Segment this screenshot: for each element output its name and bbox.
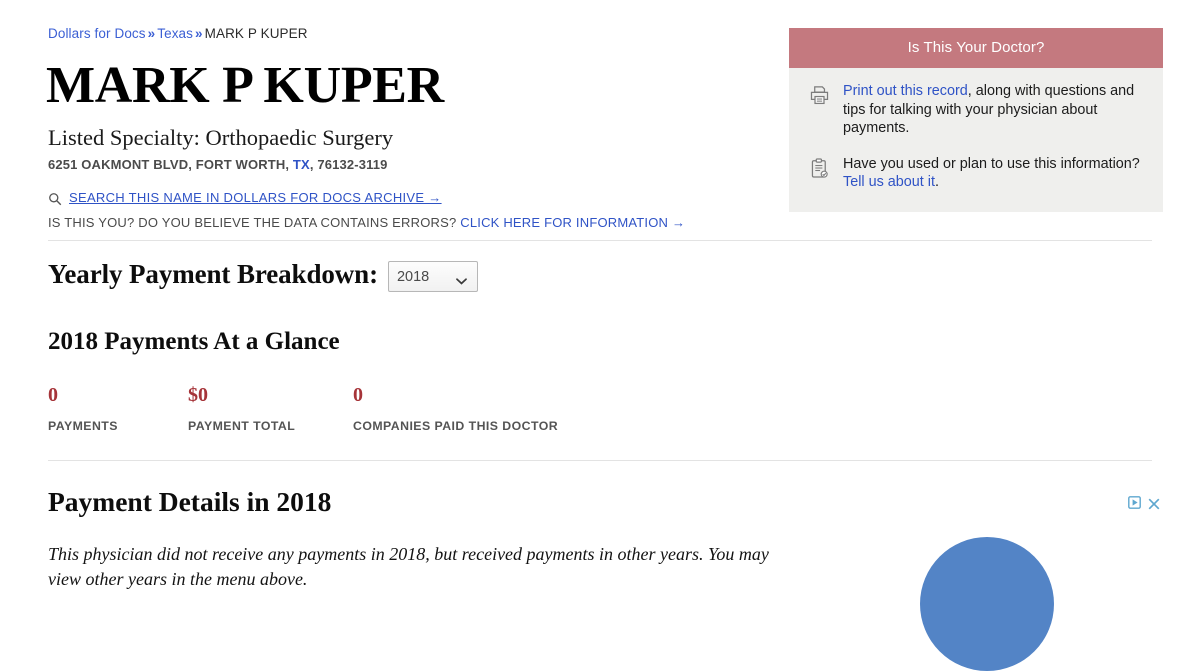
doctor-address: 6251 OAKMONT BLVD, FORT WORTH, TX, 76132… [48,157,388,172]
payment-details-title: Payment Details in 2018 [48,486,332,517]
advertisement-slot [846,496,1166,671]
promo-print-text: Print out this record, along with questi… [843,82,1143,138]
stat-payment-total: $0 PAYMENT TOTAL [188,383,353,433]
payments-stats: 0 PAYMENTS $0 PAYMENT TOTAL 0 COMPANIES … [48,383,653,433]
year-select-wrapper: 2018 [387,259,478,292]
adchoices-icon[interactable] [1128,496,1141,509]
stat-payment-total-value: $0 [188,384,208,406]
promo-feedback-lead: Have you used or plan to use this inform… [843,155,1140,172]
search-archive-link[interactable]: SEARCH THIS NAME IN DOLLARS FOR DOCS ARC… [48,190,442,205]
promo-feedback-rest: . [935,174,939,190]
data-errors-prompt: IS THIS YOU? DO YOU BELIEVE THE DATA CON… [48,215,685,230]
breadcrumb-separator-1: » [147,26,156,41]
payment-details-note: This physician did not receive any payme… [48,544,769,589]
promo-row-feedback: Have you used or plan to use this inform… [809,155,1143,192]
stat-payments: 0 PAYMENTS [48,383,188,433]
stat-payments-value: 0 [48,384,58,406]
promo-heading: Is This Your Doctor? [789,28,1163,68]
promo-print-rest: , along with questions and tips for talk… [843,83,1135,136]
data-errors-question: IS THIS YOU? DO YOU BELIEVE THE DATA CON… [48,215,461,230]
promo-feedback-text: Have you used or plan to use this inform… [843,155,1143,192]
promo-body: Print out this record, along with questi… [789,68,1163,212]
breadcrumb-separator-2: » [195,26,203,41]
breadcrumb: Dollars for Docs» Texas» MARK P KUPER [48,26,308,41]
divider-bottom [48,460,1152,461]
promo-row-print: Print out this record, along with questi… [809,82,1143,138]
stat-companies: 0 COMPANIES PAID THIS DOCTOR [353,383,653,433]
breadcrumb-item-dollars-for-docs[interactable]: Dollars for Docs [48,26,146,41]
ad-creative-circle[interactable] [920,537,1054,671]
is-this-your-doctor-box: Is This Your Doctor? Print out this reco… [789,28,1163,212]
year-select[interactable]: 2018 [387,261,478,292]
divider-top [48,240,1152,241]
clipboard-check-icon [809,157,830,180]
stat-companies-label: COMPANIES PAID THIS DOCTOR [353,419,559,433]
close-icon[interactable] [1148,497,1160,509]
stat-companies-value: 0 [353,384,363,406]
data-errors-info-link[interactable]: CLICK HERE FOR INFORMATION → [460,215,686,230]
address-street-city: 6251 OAKMONT BLVD, FORT WORTH, [48,157,293,172]
search-archive-label: SEARCH THIS NAME IN DOLLARS FOR DOCS ARC… [69,190,442,205]
stat-payments-label: PAYMENTS [48,419,118,433]
search-icon [48,192,62,206]
ad-controls [1128,496,1160,509]
tell-us-about-it-link[interactable]: Tell us about it [843,174,935,190]
breadcrumb-item-current: MARK P KUPER [204,26,308,41]
payments-at-a-glance-title: 2018 Payments At a Glance [48,328,340,355]
address-zip: , 76132-3119 [309,157,388,172]
listed-specialty: Listed Specialty: Orthopaedic Surgery [48,125,394,150]
yearly-breakdown-section: Yearly Payment Breakdown: 2018 [48,258,478,292]
print-record-link[interactable]: Print out this record [843,83,968,99]
address-state-link[interactable]: TX [292,157,310,172]
printer-icon [809,84,830,107]
yearly-breakdown-title: Yearly Payment Breakdown: [48,259,378,289]
breadcrumb-item-texas[interactable]: Texas [157,26,194,41]
page-title: MARK P KUPER [46,57,444,114]
stat-payment-total-label: PAYMENT TOTAL [188,419,296,433]
